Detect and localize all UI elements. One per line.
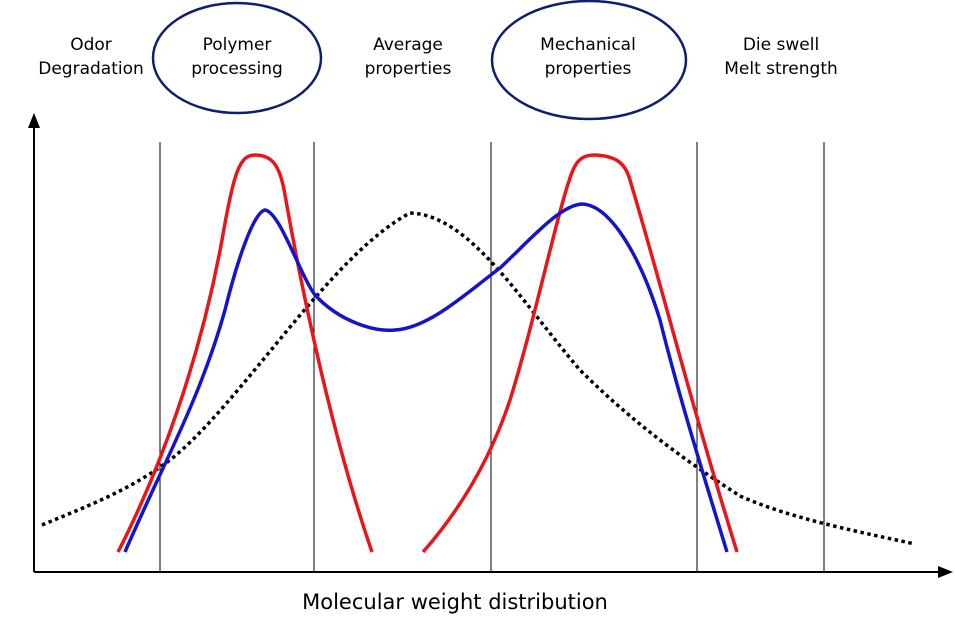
axes: [28, 113, 953, 578]
ellipse-mechanical-properties: [490, 0, 688, 121]
y-axis-arrow-icon: [28, 113, 40, 128]
curve-black-unimodal: [41, 211, 916, 546]
label-die-swell-melt-strength: Die swell Melt strength: [724, 35, 838, 79]
label-polymer-processing: Polymer processing: [191, 35, 283, 79]
curve-blue-bimodal: [123, 202, 729, 553]
curve-red-left: [116, 153, 374, 553]
ellipse-polymer-processing: [151, 1, 323, 115]
region-dividers: [159, 142, 825, 572]
label-odor-degradation: Odor Degradation: [38, 35, 144, 79]
label-average-properties: Average properties: [364, 35, 452, 79]
x-axis-arrow-icon: [938, 566, 953, 578]
x-axis-label: Molecular weight distribution: [302, 590, 608, 614]
label-mechanical-properties: Mechanical properties: [540, 35, 636, 79]
curve-red-right: [421, 153, 739, 554]
